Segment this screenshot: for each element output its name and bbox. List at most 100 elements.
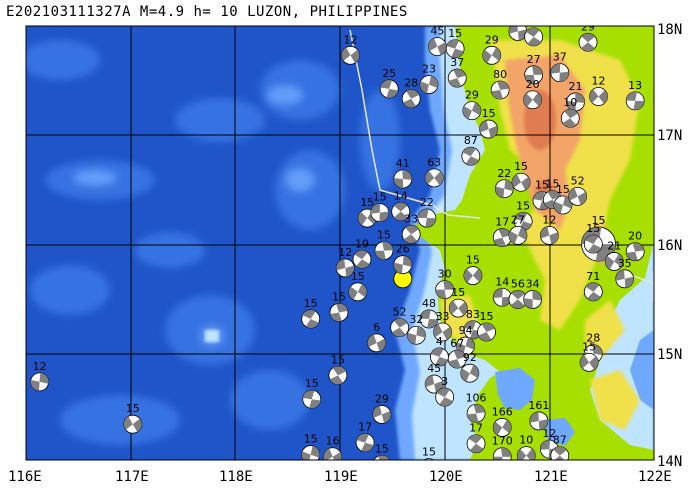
focal-mechanism: 52: [390, 306, 410, 338]
lat-tick: 15N: [657, 347, 682, 363]
depth-label: 15: [377, 229, 391, 242]
focal-mechanism: 71: [583, 270, 603, 302]
beachball-compression: [467, 404, 485, 423]
depth-label: 15: [304, 433, 318, 446]
focal-mechanism: 80: [490, 68, 510, 100]
depth-label: 17: [469, 422, 483, 435]
focal-mechanism: 170: [492, 435, 513, 460]
depth-label: 29: [485, 33, 499, 46]
focal-mechanism: 20: [523, 78, 542, 110]
beachball-compression: [464, 320, 482, 339]
depth-label: 30: [438, 268, 452, 281]
focal-mechanism: 35: [615, 257, 635, 289]
focal-mechanism: 21: [566, 80, 585, 112]
beachball-compression: [523, 92, 542, 107]
focal-mechanism: 14: [391, 190, 411, 221]
depth-label: 83: [466, 308, 480, 321]
focal-mechanism: 3: [435, 375, 455, 407]
beachball-compression: [517, 448, 536, 460]
beachball-compression: [585, 235, 602, 254]
depth-label: 14: [394, 190, 408, 203]
depth-label: 87: [464, 134, 478, 147]
focal-mechanism: 17: [466, 422, 486, 454]
depth-label: 92: [463, 351, 477, 364]
beachball-compression: [433, 323, 452, 340]
depth-label: 26: [396, 243, 410, 256]
focal-mechanism: 6: [367, 321, 387, 353]
focal-mechanism: 14: [492, 275, 512, 307]
focal-mechanism: 37: [447, 56, 467, 88]
focal-mechanism: 19: [352, 237, 372, 269]
focal-mechanism: 15: [511, 160, 531, 192]
beachball-compression: [407, 326, 426, 345]
beachball-compression: [403, 225, 419, 244]
depth-label: 10: [563, 96, 577, 109]
depth-label: 45: [430, 25, 444, 38]
focal-mechanism: 15: [373, 442, 391, 460]
beachball-compression: [377, 455, 390, 460]
depth-label: 52: [393, 306, 407, 319]
beachball-compression: [508, 227, 527, 244]
depth-label: 33: [404, 212, 418, 225]
focal-mechanism: 12: [539, 213, 559, 245]
depth-label: 28: [404, 77, 418, 90]
focal-mechanism: 32: [407, 313, 426, 345]
beachball-compression: [491, 81, 510, 100]
beachball-compression: [482, 47, 501, 64]
beachball-compression: [460, 364, 479, 382]
beachball-compression: [566, 92, 585, 111]
beachball-compression: [462, 147, 479, 166]
beachball-compression: [419, 75, 438, 94]
focal-mechanism: 10: [516, 434, 536, 460]
beachball-compression: [468, 434, 484, 453]
depth-label: 17: [527, 15, 541, 28]
beachball-compression: [372, 405, 391, 424]
depth-label: 27: [527, 53, 541, 66]
focal-mechanism: 92: [460, 351, 480, 383]
depth-label: 27: [511, 213, 525, 226]
depth-label: 12: [33, 360, 47, 373]
depth-label: 3: [441, 375, 448, 388]
lon-tick: 116E: [8, 469, 42, 485]
focal-mechanism: 30: [508, 26, 528, 41]
beachball-compression: [393, 255, 412, 274]
focal-mechanism: 10: [560, 96, 580, 128]
focal-mechanism: 15: [374, 229, 394, 260]
depth-label: 37: [450, 56, 464, 69]
depth-label: 94: [459, 324, 473, 337]
beachball-compression: [553, 446, 567, 460]
beachball-compression: [419, 309, 438, 328]
beachball-compression: [417, 209, 436, 228]
beachball-compression: [550, 63, 569, 82]
depth-label: 13: [628, 79, 642, 92]
depth-label: 12: [592, 75, 606, 88]
map-frame: [25, 25, 655, 461]
lon-tick: 121E: [534, 469, 568, 485]
depth-label: 15: [451, 286, 465, 299]
depth-label: 17: [358, 421, 372, 434]
depth-label: 161: [528, 399, 549, 412]
depth-label: 15: [535, 179, 549, 192]
beachball-compression: [508, 26, 527, 41]
depth-label: 15: [375, 442, 389, 455]
beachball-compression: [478, 322, 495, 341]
focal-mechanism: 41: [393, 157, 413, 189]
focal-mechanism: 12: [335, 246, 355, 278]
focal-mechanism: 161: [528, 399, 549, 431]
beachball-compression: [626, 242, 645, 261]
focal-mechanism: 15: [301, 297, 321, 329]
plate-boundary: [349, 29, 481, 219]
depth-label: 12: [343, 33, 357, 46]
depth-label: 15: [351, 270, 365, 283]
focal-mechanism: 15: [302, 377, 322, 409]
focal-mechanism: 37: [550, 51, 570, 83]
beachball-compression: [540, 226, 559, 245]
depth-label: 15: [448, 27, 462, 40]
depth-label: 41: [396, 157, 410, 170]
focal-mechanism: 26: [393, 243, 413, 275]
beachball-compression: [348, 283, 367, 300]
focal-mechanism: 33: [433, 310, 452, 342]
focal-mechanism: 15: [463, 254, 483, 285]
beachball-compression: [524, 65, 543, 84]
